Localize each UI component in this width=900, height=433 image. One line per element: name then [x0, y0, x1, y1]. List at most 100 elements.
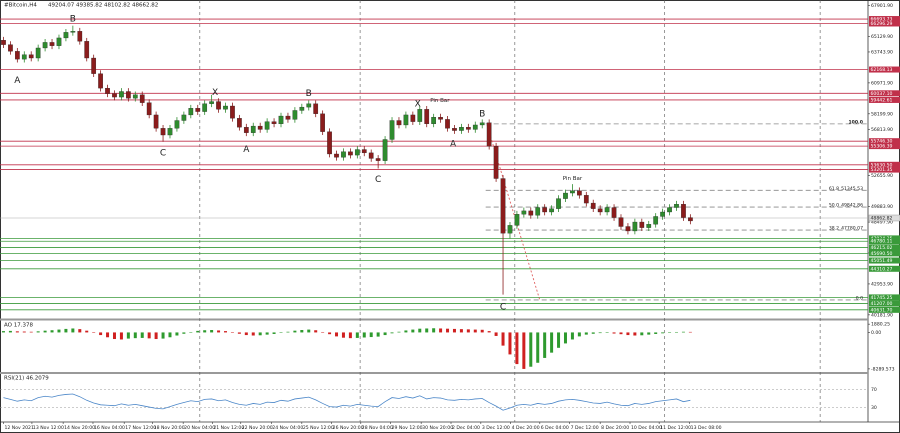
ao-bar: [154, 332, 158, 340]
candle-body: [195, 108, 201, 112]
x-tick-label: 8 Dec 20:00: [601, 425, 629, 431]
ao-bar: [411, 329, 415, 333]
ao-bar: [43, 330, 47, 333]
candle-body: [278, 115, 284, 125]
candle-body: [424, 109, 430, 125]
candle-body: [348, 151, 353, 156]
level-label: 44310.27: [871, 266, 893, 272]
ao-bar: [348, 332, 352, 339]
ao-bar: [29, 331, 33, 333]
candle-body: [583, 195, 589, 204]
annotation: B: [479, 109, 485, 119]
ao-bar: [196, 330, 200, 333]
symbol: #Bitcoin,H4: [4, 3, 37, 9]
level-tag: [869, 138, 900, 145]
candle-body: [681, 204, 686, 218]
x-tick-label: 24 Nov 04:00: [272, 425, 303, 431]
candle-body: [188, 108, 194, 116]
annotation: B: [70, 14, 76, 24]
candle-body: [132, 94, 138, 99]
ao-bar: [99, 332, 103, 336]
candle-body: [181, 114, 187, 121]
ao-bar: [647, 332, 651, 335]
ao-tick-label: 1880.25: [871, 322, 890, 328]
candle-body: [313, 103, 319, 114]
candle-body: [570, 190, 575, 194]
ao-bar: [182, 332, 186, 334]
level-label: 59442.61: [871, 97, 893, 103]
ao-bar: [418, 328, 422, 333]
level-label: 55306.39: [871, 144, 893, 150]
candle-body: [98, 73, 103, 89]
candle-body: [618, 217, 624, 227]
candle-body: [674, 204, 679, 208]
level-tag: [869, 250, 900, 257]
fib-ratio: 61.8: [829, 185, 839, 191]
level-tag: [869, 166, 900, 173]
candle-body: [521, 210, 527, 215]
level-tag: [869, 244, 900, 251]
candle-body: [368, 152, 374, 159]
ao-bar: [8, 330, 12, 333]
candle-body: [341, 151, 346, 158]
candle-body: [306, 103, 312, 108]
candle-body: [223, 105, 228, 110]
ao-bar: [605, 332, 609, 333]
level-tag: [869, 265, 900, 272]
candle-body: [445, 119, 450, 129]
ao-bar: [369, 332, 373, 338]
y-tick-label: 58199.90: [871, 111, 893, 117]
candle-body: [230, 105, 235, 119]
ao-bar: [210, 330, 214, 333]
ao-bar: [161, 332, 165, 339]
ao-bar: [487, 331, 491, 333]
candle-body: [70, 31, 76, 33]
candle-body: [403, 114, 409, 126]
ao-bar: [529, 332, 533, 367]
x-tick-label: 13 Dec 08:00: [691, 425, 722, 431]
ao-bar: [466, 329, 470, 333]
candle-body: [597, 208, 603, 213]
fib-label: 50.0 49842.86: [829, 202, 863, 208]
ao-tick-label: -8289.573: [871, 366, 895, 372]
candle-body: [653, 216, 659, 225]
level-label: 53630.50: [871, 162, 893, 168]
candle-body: [35, 47, 41, 59]
candle-body: [91, 57, 97, 74]
annotation: A: [450, 139, 457, 149]
ao-bar: [15, 331, 19, 333]
level-label: 55746.30: [871, 139, 893, 145]
ao-bar: [251, 332, 255, 336]
y-tick-label: 56813.90: [871, 127, 893, 133]
candle-body: [8, 44, 13, 52]
ao-bar: [36, 331, 40, 333]
ao-bar: [237, 332, 241, 334]
y-tick-label: 67901.90: [871, 3, 893, 9]
candle-body: [486, 122, 492, 147]
ao-bar: [570, 332, 574, 340]
candle-body: [459, 127, 464, 131]
x-tick-label: 6 Dec 04:00: [541, 425, 569, 431]
fib-price: 47780.07: [841, 225, 863, 231]
fib-label: 100.0: [848, 119, 863, 125]
ao-bar: [577, 332, 581, 337]
ao-bar: [501, 332, 505, 346]
ao-bar: [557, 332, 561, 348]
candle-body: [264, 121, 270, 130]
candle-body: [667, 207, 672, 213]
candle-body: [299, 106, 305, 111]
candle-body: [465, 127, 471, 130]
candle-body: [146, 102, 152, 116]
ao-bar: [223, 331, 227, 333]
candle-body: [327, 131, 332, 155]
candle-body: [63, 32, 69, 39]
ao-bar: [376, 332, 380, 337]
annotation: X: [415, 99, 421, 109]
x-tick-label: 11 Dec 12:00: [660, 425, 691, 431]
candle-body: [320, 113, 325, 132]
annotation: X: [212, 88, 218, 98]
fib-price: 51345.53: [841, 185, 863, 191]
ao-bar: [189, 331, 193, 333]
